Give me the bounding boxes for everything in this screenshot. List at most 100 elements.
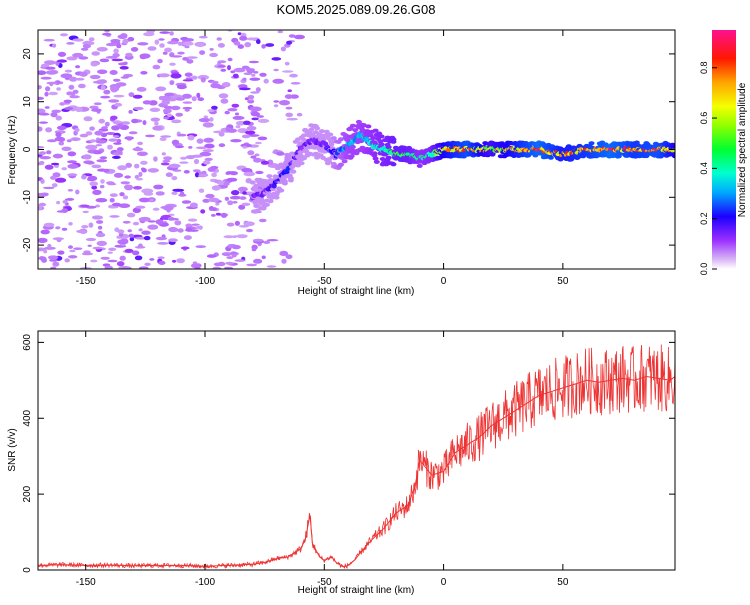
noise-speckle — [91, 108, 102, 112]
noise-speckle — [198, 35, 208, 39]
noise-speckle — [238, 204, 246, 210]
noise-speckle — [281, 258, 287, 264]
noise-speckle — [43, 186, 55, 190]
noise-speckle — [74, 77, 85, 81]
noise-speckle — [130, 47, 139, 52]
noise-speckle — [293, 34, 305, 40]
noise-speckle — [172, 188, 185, 192]
noise-speckle — [198, 174, 209, 177]
x-tick-label: -150 — [76, 276, 96, 287]
noise-speckle — [67, 160, 77, 164]
noise-speckle — [223, 235, 235, 239]
ridge-halo — [372, 156, 379, 161]
ridge-halo — [255, 188, 262, 193]
snr-y-ticks: 0 200 400 600 — [22, 334, 675, 573]
noise-speckle — [196, 42, 205, 47]
noise-speckle — [52, 153, 64, 159]
noise-speckle — [142, 100, 152, 105]
noise-speckle — [206, 254, 217, 258]
noise-speckle — [101, 32, 112, 36]
colorbar-ticks: 0.0 0.2 0.4 0.6 0.8 — [699, 61, 717, 275]
y-tick-label: -10 — [22, 190, 33, 205]
noise-speckle — [182, 41, 194, 46]
noise-speckle — [101, 126, 108, 130]
noise-speckle — [161, 152, 166, 156]
snr-y-axis-label: SNR (v/v) — [7, 428, 18, 471]
noise-speckle — [168, 163, 181, 169]
noise-speckle — [136, 86, 147, 92]
noise-speckle — [210, 165, 219, 170]
snr-frame — [37, 330, 676, 571]
noise-speckle — [128, 131, 138, 135]
noise-speckle — [288, 34, 296, 38]
noise-speckle — [39, 256, 47, 261]
noise-speckle — [220, 212, 228, 218]
noise-speckle — [38, 85, 42, 90]
noise-speckle — [159, 95, 171, 101]
noise-speckle — [261, 255, 266, 260]
noise-speckle — [66, 42, 75, 45]
noise-speckle — [153, 156, 158, 162]
noise-speckle — [212, 266, 222, 269]
ridge-halo — [266, 174, 273, 179]
noise-speckle — [88, 222, 94, 228]
noise-speckle — [265, 43, 275, 47]
noise-speckle — [231, 253, 237, 258]
ridge-halo — [378, 134, 385, 139]
noise-speckle — [187, 218, 198, 222]
noise-speckle — [43, 38, 55, 42]
noise-speckle — [87, 175, 98, 182]
noise-speckle — [195, 245, 207, 249]
noise-speckle — [203, 115, 209, 119]
noise-speckle — [266, 239, 279, 242]
noise-speckle — [203, 160, 211, 165]
noise-speckle — [40, 63, 50, 68]
noise-speckle — [100, 179, 105, 184]
noise-speckle — [250, 91, 260, 94]
noise-speckle — [217, 65, 227, 68]
noise-speckle — [38, 70, 47, 75]
noise-speckle — [152, 207, 160, 211]
noise-speckle — [66, 139, 72, 143]
noise-speckle — [155, 219, 164, 225]
noise-speckle — [218, 93, 229, 99]
noise-speckle — [159, 43, 165, 48]
noise-speckle — [171, 119, 182, 124]
noise-speckle — [239, 196, 247, 200]
noise-speckle — [46, 150, 52, 155]
noise-speckle — [99, 156, 108, 160]
noise-speckle — [184, 108, 190, 112]
noise-speckle — [95, 232, 106, 238]
noise-speckle — [154, 121, 159, 126]
noise-speckle — [193, 158, 200, 165]
noise-speckle — [119, 255, 126, 261]
noise-speckle — [163, 106, 174, 109]
ridge-halo — [253, 204, 260, 208]
y-tick-label: -20 — [22, 237, 33, 252]
noise-speckle — [191, 223, 200, 226]
noise-speckle — [200, 77, 206, 83]
noise-speckle — [61, 146, 72, 151]
noise-speckle — [163, 108, 172, 114]
noise-speckle — [149, 107, 161, 113]
noise-speckle — [157, 58, 163, 64]
noise-speckle — [45, 66, 56, 70]
noise-speckle — [187, 135, 195, 141]
noise-speckle — [107, 182, 117, 186]
noise-speckle — [75, 106, 83, 112]
spectrogram-x-axis-label: Height of straight line (km) — [298, 286, 415, 297]
noise-speckle — [196, 138, 204, 144]
noise-speckle — [85, 131, 93, 136]
noise-speckle — [279, 100, 290, 106]
noise-speckle — [243, 171, 256, 177]
noise-speckle — [167, 40, 179, 45]
noise-speckle — [100, 95, 111, 99]
noise-speckle — [232, 115, 245, 120]
noise-speckle — [64, 69, 72, 73]
noise-speckle — [210, 80, 219, 84]
ridge-halo — [372, 128, 379, 133]
x-tick-label: 50 — [557, 276, 569, 287]
noise-speckle — [286, 40, 293, 45]
noise-speckle — [235, 125, 241, 129]
